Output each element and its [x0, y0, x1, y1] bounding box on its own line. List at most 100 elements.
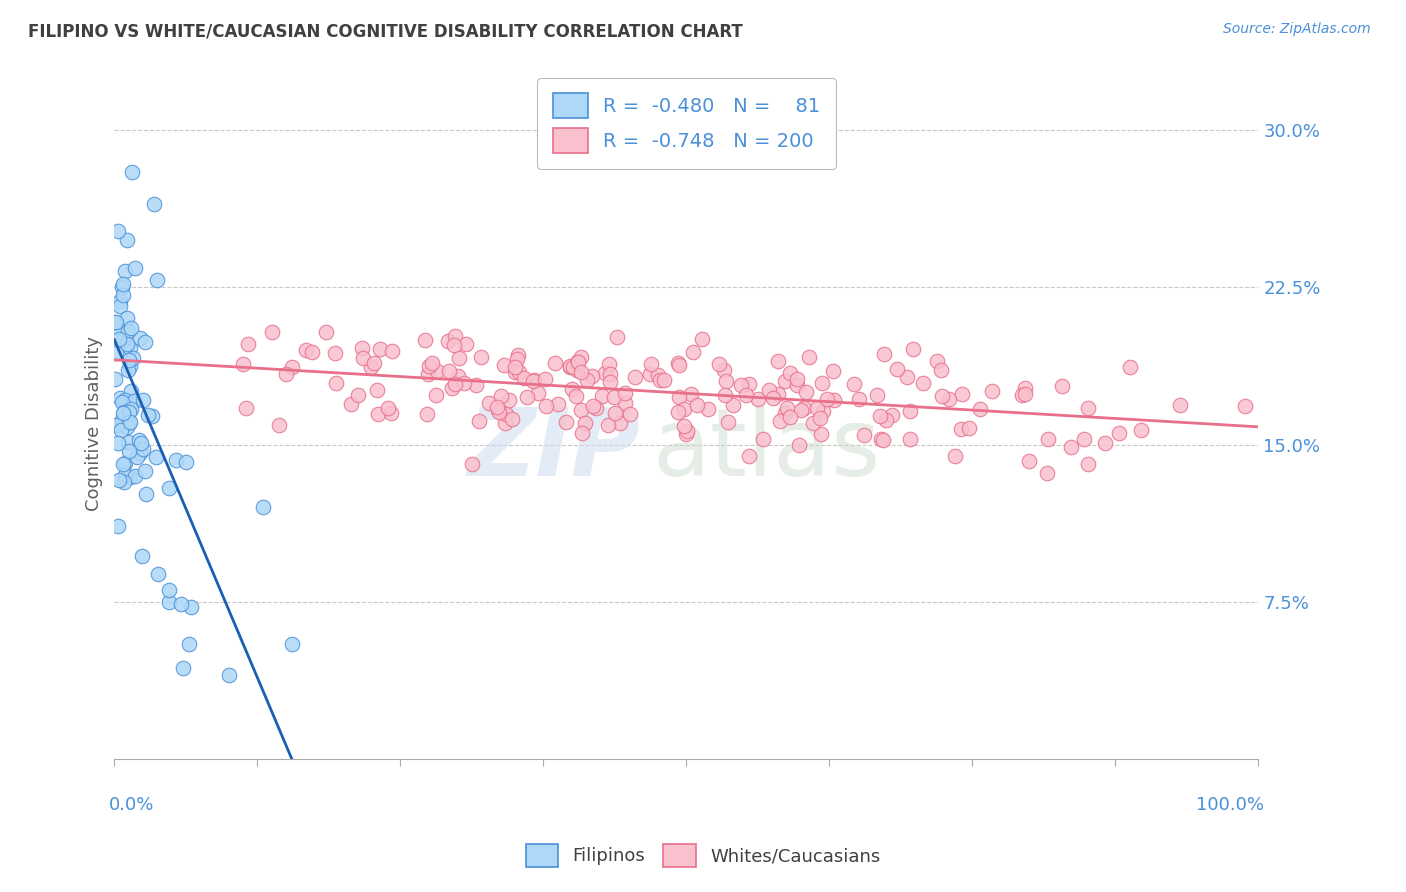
- Point: [377, 401, 399, 415]
- Point: [494, 358, 516, 372]
- Point: [136, 408, 159, 422]
- Point: [779, 410, 801, 425]
- Point: [873, 347, 896, 361]
- Point: [779, 367, 801, 381]
- Point: [506, 352, 529, 367]
- Point: [880, 408, 903, 422]
- Point: [112, 404, 135, 418]
- Point: [848, 392, 870, 406]
- Point: [111, 277, 134, 292]
- Point: [135, 486, 157, 500]
- Point: [456, 336, 478, 351]
- Point: [675, 427, 697, 442]
- Point: [470, 350, 492, 364]
- Point: [533, 372, 555, 386]
- Point: [120, 321, 142, 335]
- Point: [129, 446, 152, 460]
- Point: [801, 417, 824, 431]
- Point: [929, 363, 952, 377]
- Point: [558, 359, 581, 374]
- Point: [301, 345, 323, 359]
- Text: 100.0%: 100.0%: [1197, 796, 1264, 814]
- Point: [1094, 436, 1116, 450]
- Point: [527, 386, 550, 401]
- Point: [1036, 432, 1059, 446]
- Point: [110, 280, 132, 294]
- Point: [599, 376, 621, 390]
- Point: [128, 433, 150, 447]
- Point: [758, 383, 780, 397]
- Point: [280, 636, 302, 650]
- Point: [581, 368, 603, 383]
- Point: [666, 405, 689, 419]
- Point: [165, 453, 187, 467]
- Point: [350, 341, 373, 355]
- Point: [810, 426, 832, 441]
- Point: [672, 418, 695, 433]
- Point: [969, 402, 991, 417]
- Point: [146, 566, 169, 581]
- Point: [174, 455, 197, 469]
- Point: [170, 597, 193, 611]
- Point: [418, 359, 440, 373]
- Point: [380, 406, 402, 420]
- Point: [453, 376, 475, 391]
- Point: [666, 356, 689, 370]
- Point: [124, 261, 146, 276]
- Point: [118, 470, 141, 484]
- Point: [647, 368, 669, 383]
- Point: [111, 395, 134, 409]
- Point: [1036, 466, 1059, 480]
- Point: [110, 423, 132, 437]
- Point: [111, 406, 134, 420]
- Point: [107, 436, 129, 450]
- Point: [134, 335, 156, 350]
- Point: [503, 366, 526, 380]
- Point: [596, 417, 619, 432]
- Point: [823, 364, 845, 378]
- Point: [808, 411, 831, 425]
- Point: [673, 402, 696, 417]
- Point: [752, 432, 775, 446]
- Point: [262, 326, 284, 340]
- Point: [117, 443, 139, 458]
- Point: [360, 359, 382, 374]
- Point: [769, 414, 792, 428]
- Point: [464, 378, 486, 392]
- Point: [585, 401, 607, 415]
- Point: [325, 376, 347, 391]
- Point: [1073, 432, 1095, 446]
- Point: [1050, 379, 1073, 393]
- Point: [943, 449, 966, 463]
- Point: [950, 387, 973, 401]
- Text: 0.0%: 0.0%: [108, 796, 155, 814]
- Point: [485, 400, 508, 414]
- Point: [117, 324, 139, 338]
- Point: [775, 406, 797, 420]
- Point: [869, 409, 891, 423]
- Point: [640, 367, 662, 381]
- Point: [508, 348, 530, 362]
- Point: [157, 583, 180, 598]
- Point: [118, 404, 141, 418]
- Point: [478, 396, 501, 410]
- Point: [145, 450, 167, 464]
- Point: [870, 432, 893, 446]
- Point: [177, 636, 200, 650]
- Point: [118, 416, 141, 430]
- Point: [766, 354, 789, 368]
- Point: [738, 450, 761, 464]
- Point: [252, 500, 274, 515]
- Point: [1077, 457, 1099, 471]
- Point: [911, 376, 934, 390]
- Point: [498, 392, 520, 407]
- Point: [598, 357, 620, 371]
- Point: [707, 357, 730, 371]
- Point: [1168, 398, 1191, 412]
- Point: [114, 456, 136, 470]
- Point: [792, 401, 814, 416]
- Point: [787, 438, 810, 452]
- Point: [274, 367, 297, 381]
- Legend: Filipinos, Whites/Caucasians: Filipinos, Whites/Caucasians: [519, 837, 887, 874]
- Point: [713, 363, 735, 377]
